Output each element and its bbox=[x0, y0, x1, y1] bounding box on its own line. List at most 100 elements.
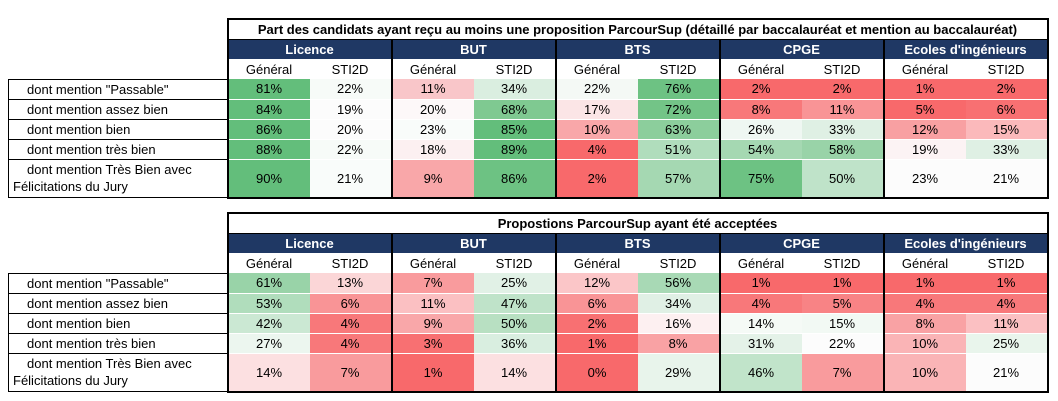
value-cell: 76% bbox=[637, 79, 721, 100]
value-cell: 7% bbox=[390, 273, 474, 294]
group-header-row: Licence BUT BTS CPGE Ecoles d'ingénieurs bbox=[8, 233, 1049, 254]
value-cell: 9% bbox=[390, 313, 474, 334]
value-cell: 11% bbox=[390, 79, 474, 100]
row-label-text: dont mention Très Bien avec bbox=[27, 162, 192, 178]
value-cell: 86% bbox=[473, 159, 557, 199]
table-title: Propostions ParcourSup ayant été accepté… bbox=[226, 212, 1049, 234]
value-cell: 89% bbox=[473, 139, 557, 160]
value-cell: 36% bbox=[473, 333, 557, 354]
value-cell: 23% bbox=[390, 119, 474, 140]
table-title: Part des candidats ayant reçu au moins u… bbox=[226, 18, 1049, 40]
sub-header-general: Général bbox=[554, 253, 638, 273]
value-cell: 22% bbox=[554, 79, 638, 100]
value-cell: 21% bbox=[965, 353, 1049, 393]
value-cell: 1% bbox=[390, 353, 474, 393]
row-label: dont mention assez bien bbox=[8, 98, 228, 120]
value-cell: 13% bbox=[309, 273, 393, 294]
value-cell: 11% bbox=[801, 99, 885, 120]
value-cell: 20% bbox=[309, 119, 393, 140]
value-cell: 20% bbox=[390, 99, 474, 120]
value-cell: 12% bbox=[882, 119, 966, 140]
value-cell: 56% bbox=[637, 273, 721, 294]
group-header-licence: Licence bbox=[226, 233, 393, 254]
sub-header-sti2d: STI2D bbox=[801, 59, 885, 79]
group-header-ecoles: Ecoles d'ingénieurs bbox=[882, 39, 1049, 60]
value-cell: 5% bbox=[882, 99, 966, 120]
sub-header-general: Général bbox=[718, 253, 802, 273]
value-cell: 50% bbox=[473, 313, 557, 334]
blank-corner bbox=[8, 19, 228, 40]
value-cell: 47% bbox=[473, 293, 557, 314]
sub-header-general: Général bbox=[226, 59, 310, 79]
value-cell: 11% bbox=[390, 293, 474, 314]
sub-header-sti2d: STI2D bbox=[473, 253, 557, 273]
value-cell: 2% bbox=[718, 79, 802, 100]
value-cell: 14% bbox=[473, 353, 557, 393]
value-cell: 18% bbox=[390, 139, 474, 160]
value-cell: 4% bbox=[554, 139, 638, 160]
row-label: dont mention bien bbox=[8, 118, 228, 140]
group-header-but: BUT bbox=[390, 39, 557, 60]
value-cell: 15% bbox=[801, 313, 885, 334]
value-cell: 51% bbox=[637, 139, 721, 160]
value-cell: 57% bbox=[637, 159, 721, 199]
table-row: dont mention assez bien 53% 6% 11% 47% 6% 34% 4… bbox=[8, 292, 1049, 314]
value-cell: 6% bbox=[554, 293, 638, 314]
group-header-licence: Licence bbox=[226, 39, 393, 60]
table-row: dont mention bien 86% 20% 23% 85% 10% 63% 26% 33… bbox=[8, 118, 1049, 140]
value-cell: 8% bbox=[637, 333, 721, 354]
table-propositions-recues: Part des candidats ayant reçu au moins u… bbox=[8, 18, 1049, 199]
group-header-ecoles: Ecoles d'ingénieurs bbox=[882, 233, 1049, 254]
row-label-text: dont mention assez bien bbox=[27, 295, 168, 311]
sub-header-general: Général bbox=[882, 59, 966, 79]
value-cell: 9% bbox=[390, 159, 474, 199]
row-label-text: dont mention bien bbox=[27, 121, 131, 137]
value-cell: 81% bbox=[226, 79, 310, 100]
group-header-cpge: CPGE bbox=[718, 233, 885, 254]
value-cell: 14% bbox=[718, 313, 802, 334]
value-cell: 8% bbox=[718, 99, 802, 120]
value-cell: 1% bbox=[882, 79, 966, 100]
row-label-text: dont mention bien bbox=[27, 315, 131, 331]
sub-header-sti2d: STI2D bbox=[473, 59, 557, 79]
value-cell: 1% bbox=[801, 273, 885, 294]
value-cell: 22% bbox=[801, 333, 885, 354]
row-label: dont mention Très Bien avec Félicitations… bbox=[8, 158, 228, 198]
row-label: dont mention "Passable" bbox=[8, 78, 228, 100]
value-cell: 63% bbox=[637, 119, 721, 140]
sub-header-general: Général bbox=[882, 253, 966, 273]
value-cell: 14% bbox=[226, 353, 310, 393]
value-cell: 0% bbox=[554, 353, 638, 393]
row-label: dont mention très bien bbox=[8, 138, 228, 160]
value-cell: 68% bbox=[473, 99, 557, 120]
value-cell: 12% bbox=[554, 273, 638, 294]
sub-header-general: Général bbox=[390, 59, 474, 79]
group-header-but: BUT bbox=[390, 233, 557, 254]
value-cell: 22% bbox=[309, 139, 393, 160]
value-cell: 1% bbox=[882, 273, 966, 294]
value-cell: 31% bbox=[718, 333, 802, 354]
row-label-text-line2: Félicitations du Jury bbox=[13, 179, 128, 195]
value-cell: 23% bbox=[882, 159, 966, 199]
value-cell: 6% bbox=[309, 293, 393, 314]
sub-header-row: Général STI2D Général STI2D Général STI2… bbox=[8, 253, 1049, 273]
value-cell: 54% bbox=[718, 139, 802, 160]
value-cell: 21% bbox=[309, 159, 393, 199]
sub-header-sti2d: STI2D bbox=[309, 59, 393, 79]
sub-header-sti2d: STI2D bbox=[637, 253, 721, 273]
table-row: dont mention assez bien 84% 19% 20% 68% 17% 72… bbox=[8, 98, 1049, 120]
value-cell: 17% bbox=[554, 99, 638, 120]
row-label: dont mention Très Bien avec Félicitations… bbox=[8, 352, 228, 392]
value-cell: 61% bbox=[226, 273, 310, 294]
value-cell: 22% bbox=[309, 79, 393, 100]
value-cell: 1% bbox=[554, 333, 638, 354]
table-propositions-acceptees: Propostions ParcourSup ayant été accepté… bbox=[8, 212, 1049, 393]
group-header-bts: BTS bbox=[554, 39, 721, 60]
row-label: dont mention très bien bbox=[8, 332, 228, 354]
value-cell: 29% bbox=[637, 353, 721, 393]
row-label: dont mention "Passable" bbox=[8, 272, 228, 294]
blank-corner bbox=[8, 213, 228, 234]
value-cell: 15% bbox=[965, 119, 1049, 140]
row-label: dont mention assez bien bbox=[8, 292, 228, 314]
value-cell: 10% bbox=[882, 333, 966, 354]
